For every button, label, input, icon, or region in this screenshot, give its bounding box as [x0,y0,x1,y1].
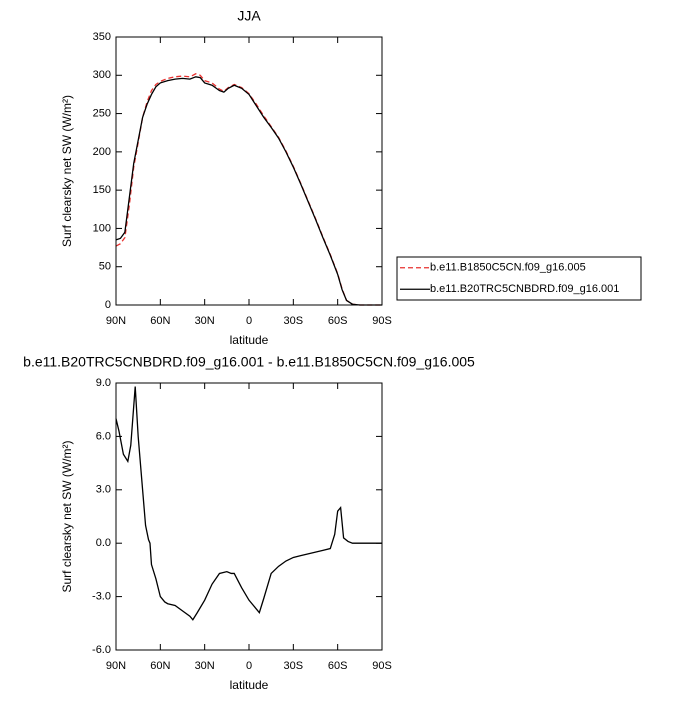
y-tick-label: -6.0 [92,644,111,656]
x-tick-label: 30S [284,315,304,327]
y-tick-label: 6.0 [96,430,111,442]
x-tick-label: 30N [195,315,215,327]
x-tick-label: 90N [106,315,126,327]
y-tick-label: 150 [93,184,111,196]
x-tick-label: 90N [106,660,126,672]
y-tick-label: 250 [93,107,111,119]
x-tick-label: 90S [372,315,392,327]
y-tick-label: 3.0 [96,484,111,496]
data-line [115,73,382,306]
x-tick-label: 60N [150,315,170,327]
y-tick-label: -3.0 [92,591,111,603]
x-tick-label: 30S [284,660,304,672]
x-axis-label: latitude [230,333,269,347]
legend-label: b.e11.B20TRC5CNBDRD.f09_g16.001 [430,283,619,295]
chart-title: b.e11.B20TRC5CNBDRD.f09_g16.001 - b.e11.… [23,354,475,370]
x-tick-label: 60N [150,660,170,672]
data-line [115,386,382,621]
y-tick-label: 100 [93,222,111,234]
y-tick-label: 50 [99,261,111,273]
x-tick-label: 30N [195,660,215,672]
x-tick-label: 0 [246,660,252,672]
y-tick-label: 0 [105,299,111,311]
y-axis-label: Surf clearsky net SW (W/m²) [60,440,74,592]
y-axis-label: Surf clearsky net SW (W/m²) [60,95,74,247]
plot-frame [115,36,383,306]
chart-title: JJA [237,8,261,24]
x-tick-label: 60S [328,315,348,327]
plot-frame [115,382,383,651]
legend-label: b.e11.B1850C5CN.f09_g16.005 [430,262,586,274]
y-tick-label: 0.0 [96,537,111,549]
x-axis-label: latitude [230,678,269,692]
y-tick-label: 350 [93,31,111,43]
x-tick-label: 0 [246,315,252,327]
y-tick-label: 200 [93,146,111,158]
x-tick-label: 90S [372,660,392,672]
y-tick-label: 300 [93,69,111,81]
y-tick-label: 9.0 [96,377,111,389]
data-line [115,76,382,306]
legend-box [396,256,642,301]
x-tick-label: 60S [328,660,348,672]
